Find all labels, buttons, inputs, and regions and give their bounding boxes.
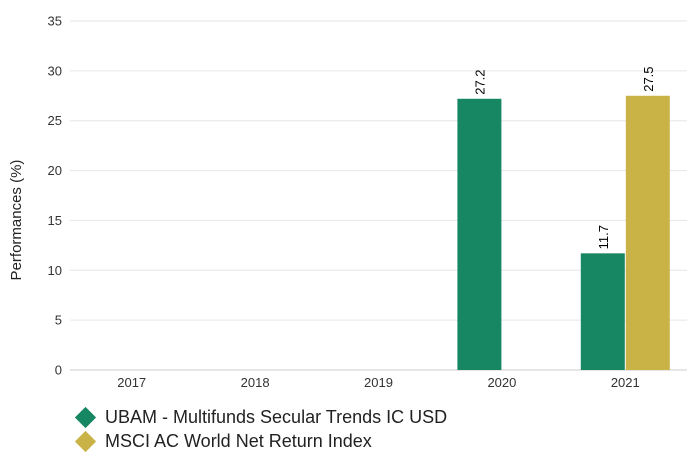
x-tick-label: 2017: [117, 375, 146, 390]
y-tick-label: 25: [48, 113, 62, 128]
y-tick-label: 30: [48, 63, 62, 78]
y-tick-label: 20: [48, 163, 62, 178]
bar[interactable]: [457, 98, 502, 370]
legend-label: MSCI AC World Net Return Index: [105, 430, 372, 451]
bar[interactable]: [580, 253, 625, 370]
data-label: 27.5: [641, 66, 656, 91]
y-tick-label: 0: [55, 363, 62, 378]
x-axis: 2017 2018 2019 2020 2021: [70, 369, 687, 390]
y-tick-label: 5: [55, 313, 62, 328]
data-label: 27.2: [472, 69, 487, 94]
legend-marker-icon: [74, 406, 97, 428]
bars: [457, 95, 670, 371]
x-tick-label: 2020: [487, 375, 516, 390]
gridlines: [70, 20, 687, 371]
x-tick-label: 2021: [611, 375, 640, 390]
y-axis-label: Performances (%): [8, 160, 25, 281]
legend-label: UBAM - Multifunds Secular Trends IC USD: [105, 406, 448, 427]
y-axis: 0 5 10 15 20 25 30 35: [48, 14, 62, 378]
legend-item-msci[interactable]: MSCI AC World Net Return Index: [74, 429, 447, 453]
bar[interactable]: [625, 95, 670, 371]
x-tick-label: 2019: [364, 375, 393, 390]
data-label: 11.7: [596, 225, 611, 249]
legend: UBAM - Multifunds Secular Trends IC USD …: [74, 405, 448, 453]
legend-marker-icon: [74, 430, 97, 452]
legend-item-ubam[interactable]: UBAM - Multifunds Secular Trends IC USD: [74, 405, 448, 429]
data-labels: 27.2 11.7 27.5: [472, 66, 655, 249]
y-tick-label: 15: [48, 213, 62, 228]
bar-chart: 0 5 10 15 20 25 30 35 2017 2018 2019 2020 2021 27.2…: [8, 14, 687, 390]
y-tick-label: 10: [48, 263, 62, 278]
y-tick-label: 35: [48, 14, 62, 29]
x-tick-label: 2018: [241, 375, 270, 390]
